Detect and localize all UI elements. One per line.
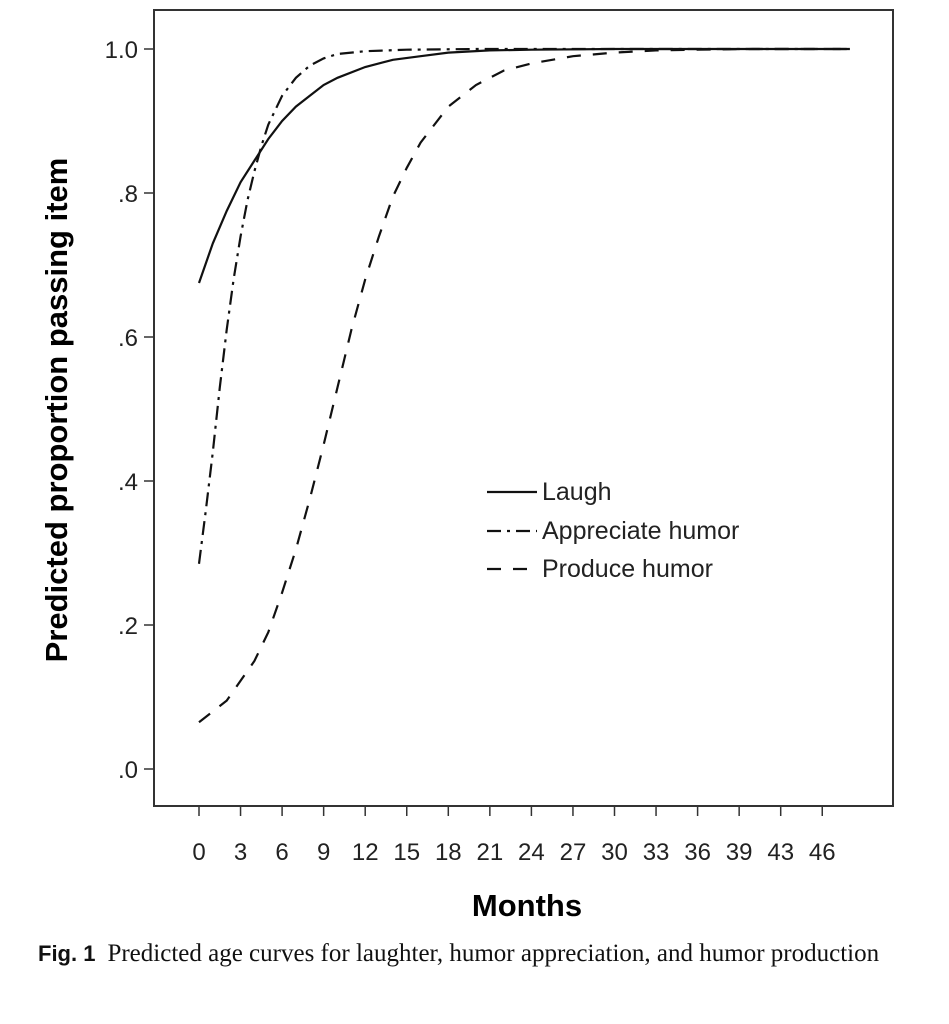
x-tick-label: 43 <box>767 839 794 866</box>
x-tick-label: 33 <box>643 839 670 866</box>
x-tick-label: 24 <box>518 839 545 866</box>
y-tick-label: 1.0 <box>105 37 138 64</box>
legend-label: Appreciate humor <box>542 517 739 545</box>
x-axis: 0 3 6 9 12 15 18 21 24 27 30 33 36 39 43 46 <box>192 806 836 866</box>
figure-caption-label: Fig. 1 <box>38 941 96 966</box>
x-tick-label: 0 <box>192 839 205 866</box>
legend: Laugh Appreciate humor Produce humor <box>487 478 739 583</box>
y-tick-label: .6 <box>118 325 138 352</box>
series-line-appreciate-humor <box>197 47 850 564</box>
legend-label: Produce humor <box>542 555 713 583</box>
y-tick-label: .0 <box>118 757 138 784</box>
x-axis-title: Months <box>472 888 582 923</box>
y-axis: .0 .2 .4 .6 .8 1.0 <box>105 37 154 784</box>
x-tick-label: 15 <box>393 839 420 866</box>
y-tick-label: .8 <box>118 181 138 208</box>
x-tick-label: 27 <box>560 839 587 866</box>
series-line-laugh <box>197 47 850 284</box>
x-tick-label: 46 <box>809 839 836 866</box>
series-layer <box>197 47 850 724</box>
y-tick-label: .4 <box>118 469 138 496</box>
figure-caption-text: Predicted age curves for laughter, humor… <box>107 940 880 967</box>
series-line-produce-humor <box>198 47 850 724</box>
x-tick-label: 6 <box>275 839 288 866</box>
x-tick-label: 9 <box>317 839 330 866</box>
x-tick-label: 39 <box>726 839 753 866</box>
figure-caption: Fig. 1 Predicted age curves for laughter,… <box>38 936 928 972</box>
y-tick-label: .2 <box>118 613 138 640</box>
y-axis-title: Predicted proportion passing item <box>39 158 74 663</box>
x-tick-label: 12 <box>352 839 379 866</box>
chart: .0.2.4.6.81.0 0 3 6 9 12 15 18 21 24 27 30 33 36 39 43… <box>39 9 894 923</box>
x-tick-label: 30 <box>601 839 628 866</box>
x-tick-label: 3 <box>234 839 247 866</box>
x-tick-label: 36 <box>684 839 711 866</box>
legend-label: Laugh <box>542 478 612 506</box>
x-tick-label: 18 <box>435 839 462 866</box>
plot-frame <box>153 9 894 807</box>
x-tick-label: 21 <box>476 839 503 866</box>
